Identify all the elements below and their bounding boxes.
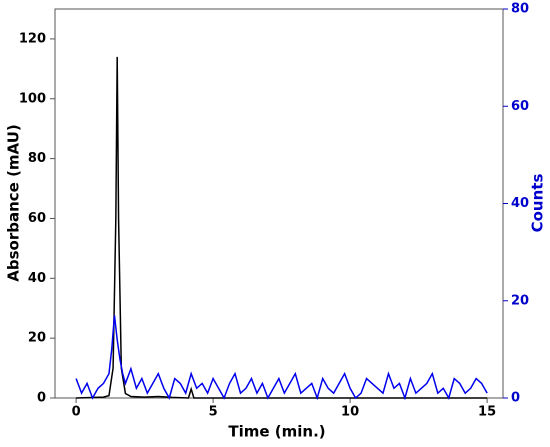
data-line [75, 315, 488, 401]
x-tick-label: 10 [341, 405, 359, 420]
y-tick-label: 100 [19, 91, 46, 106]
y-tick-label: 40 [28, 271, 46, 286]
y-tick-label: 120 [19, 31, 46, 46]
y2-tick-label: 40 [511, 196, 529, 211]
y2-tick-label: 0 [511, 391, 520, 406]
y2-tick-label: 60 [511, 99, 529, 114]
y2-tick-label: 20 [511, 293, 529, 308]
y-tick-label: 80 [28, 151, 46, 166]
y-tick-label: 0 [37, 391, 46, 406]
y2-tick-label: 80 [511, 2, 529, 17]
x-tick-label: 15 [478, 405, 496, 420]
y-tick-label: 20 [28, 331, 46, 346]
y-tick-label: 60 [28, 211, 46, 226]
plot-frame [54, 8, 504, 399]
x-tick-label: 5 [209, 405, 218, 420]
x-axis-label: Time (min.) [228, 423, 325, 441]
y2-axis-label: Counts [529, 174, 547, 233]
y-axis-label: Absorbance (mAU) [5, 124, 23, 281]
x-tick-label: 0 [72, 405, 81, 420]
data-line [76, 56, 488, 399]
